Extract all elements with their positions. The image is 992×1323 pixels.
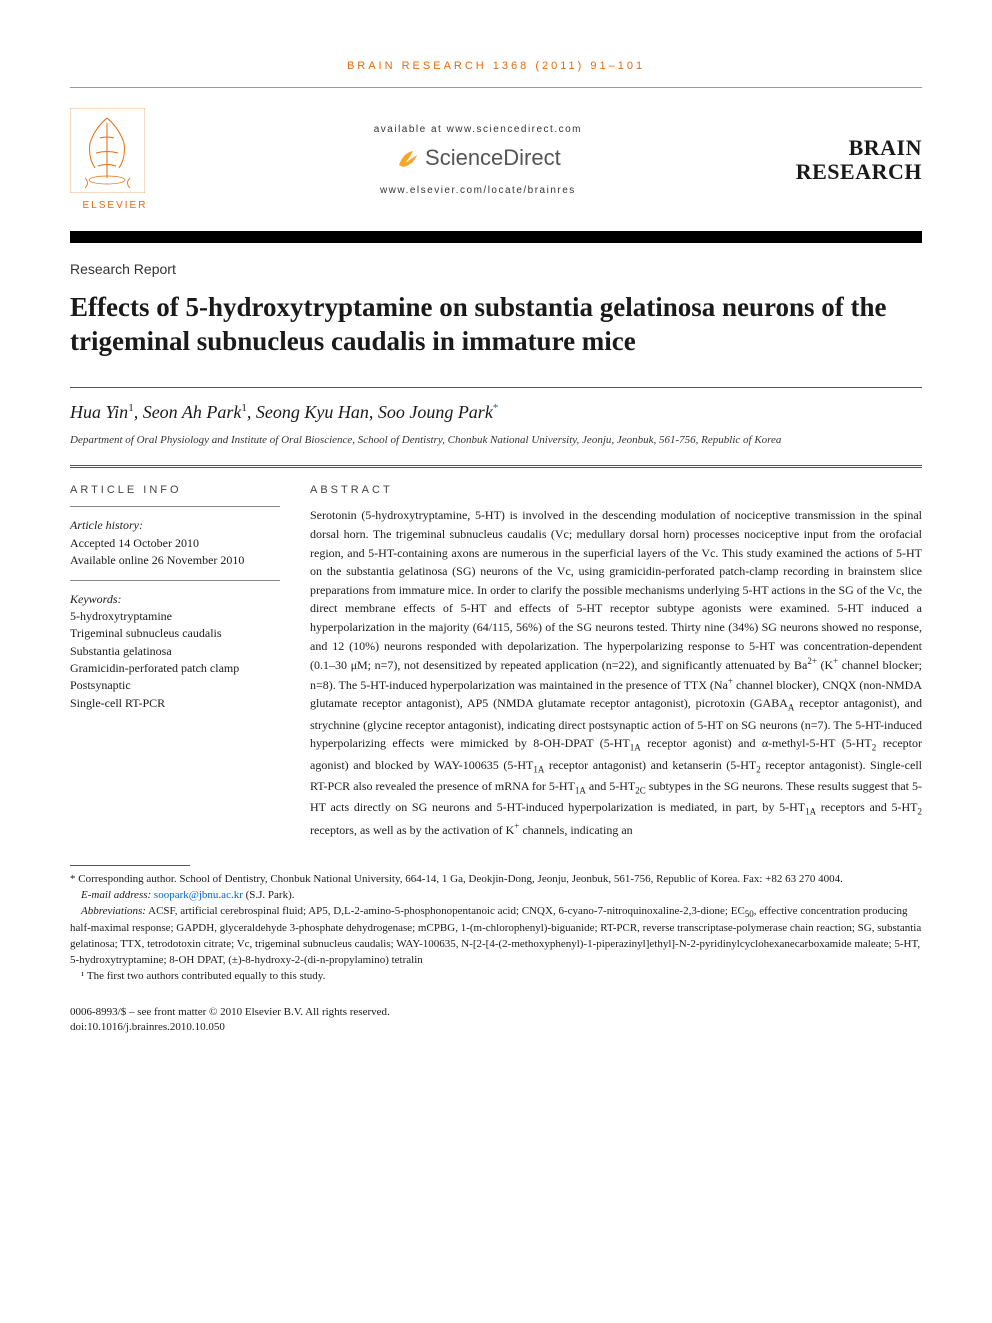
email-link[interactable]: soopark@jbnu.ac.kr (154, 889, 243, 901)
keywords-block: Keywords: 5-hydroxytryptamineTrigeminal … (70, 591, 280, 713)
equal-contrib: ¹ The first two authors contributed equa… (70, 969, 922, 985)
keywords-list: 5-hydroxytryptamineTrigeminal subnucleus… (70, 608, 280, 712)
publisher-banner: ELSEVIER available at www.sciencedirect.… (70, 103, 922, 221)
sciencedirect-text: ScienceDirect (425, 145, 561, 171)
abbreviations-line: Abbreviations: ACSF, artificial cerebros… (70, 904, 922, 969)
black-divider-bar (70, 231, 922, 243)
keyword-item: 5-hydroxytryptamine (70, 608, 280, 625)
affiliation: Department of Oral Physiology and Instit… (70, 433, 922, 448)
journal-line-1: BRAIN (796, 136, 922, 159)
content-columns: ARTICLE INFO Article history: Accepted 1… (70, 484, 922, 839)
accepted-date: Accepted 14 October 2010 (70, 535, 280, 552)
corresponding-author: * Corresponding author. School of Dentis… (70, 872, 922, 888)
sciencedirect-block: available at www.sciencedirect.com Scien… (160, 124, 796, 196)
email-line: E-mail address: soopark@jbnu.ac.kr (S.J.… (70, 888, 922, 904)
doi: doi:10.1016/j.brainres.2010.10.050 (70, 1020, 922, 1035)
authors-list: Hua Yin1, Seon Ah Park1, Seong Kyu Han, … (70, 402, 922, 423)
abstract-text: Serotonin (5-hydroxytryptamine, 5-HT) is… (310, 506, 922, 839)
abbreviations-label: Abbreviations: (81, 905, 146, 917)
author-rule (70, 387, 922, 388)
article-history: Article history: Accepted 14 October 201… (70, 517, 280, 569)
section-rule (70, 465, 922, 468)
elsevier-tree-icon (70, 108, 145, 193)
article-type: Research Report (70, 261, 922, 277)
running-header: BRAIN RESEARCH 1368 (2011) 91–101 (70, 60, 922, 72)
email-label: E-mail address: (81, 889, 151, 901)
article-info-column: ARTICLE INFO Article history: Accepted 1… (70, 484, 280, 839)
keyword-item: Substantia gelatinosa (70, 643, 280, 660)
header-rule (70, 87, 922, 88)
availability-text: available at www.sciencedirect.com (160, 124, 796, 135)
abstract-head: ABSTRACT (310, 484, 922, 496)
footnotes-block: * Corresponding author. School of Dentis… (70, 872, 922, 985)
issn-copyright: 0006-8993/$ – see front matter © 2010 El… (70, 1005, 922, 1020)
keyword-item: Postsynaptic (70, 677, 280, 694)
journal-line-2: RESEARCH (796, 160, 922, 183)
history-label: Article history: (70, 517, 280, 534)
abbreviations-text: ACSF, artificial cerebrospinal fluid; AP… (70, 905, 921, 966)
info-rule-1 (70, 506, 280, 507)
keyword-item: Gramicidin-perforated patch clamp (70, 660, 280, 677)
sciencedirect-icon (395, 145, 421, 171)
keyword-item: Single-cell RT-PCR (70, 695, 280, 712)
sciencedirect-logo: ScienceDirect (395, 145, 561, 171)
keywords-label: Keywords: (70, 591, 280, 608)
online-date: Available online 26 November 2010 (70, 552, 280, 569)
journal-title-logo: BRAIN RESEARCH (796, 136, 922, 182)
article-info-head: ARTICLE INFO (70, 484, 280, 496)
elsevier-wordmark: ELSEVIER (70, 200, 160, 211)
article-title: Effects of 5-hydroxytryptamine on substa… (70, 291, 922, 359)
page-footer: 0006-8993/$ – see front matter © 2010 El… (70, 1005, 922, 1036)
footnote-rule (70, 865, 190, 866)
locate-url: www.elsevier.com/locate/brainres (160, 185, 796, 196)
info-rule-2 (70, 580, 280, 581)
elsevier-logo: ELSEVIER (70, 108, 160, 211)
abstract-column: ABSTRACT Serotonin (5-hydroxytryptamine,… (310, 484, 922, 839)
keyword-item: Trigeminal subnucleus caudalis (70, 625, 280, 642)
email-suffix: (S.J. Park). (243, 889, 295, 901)
